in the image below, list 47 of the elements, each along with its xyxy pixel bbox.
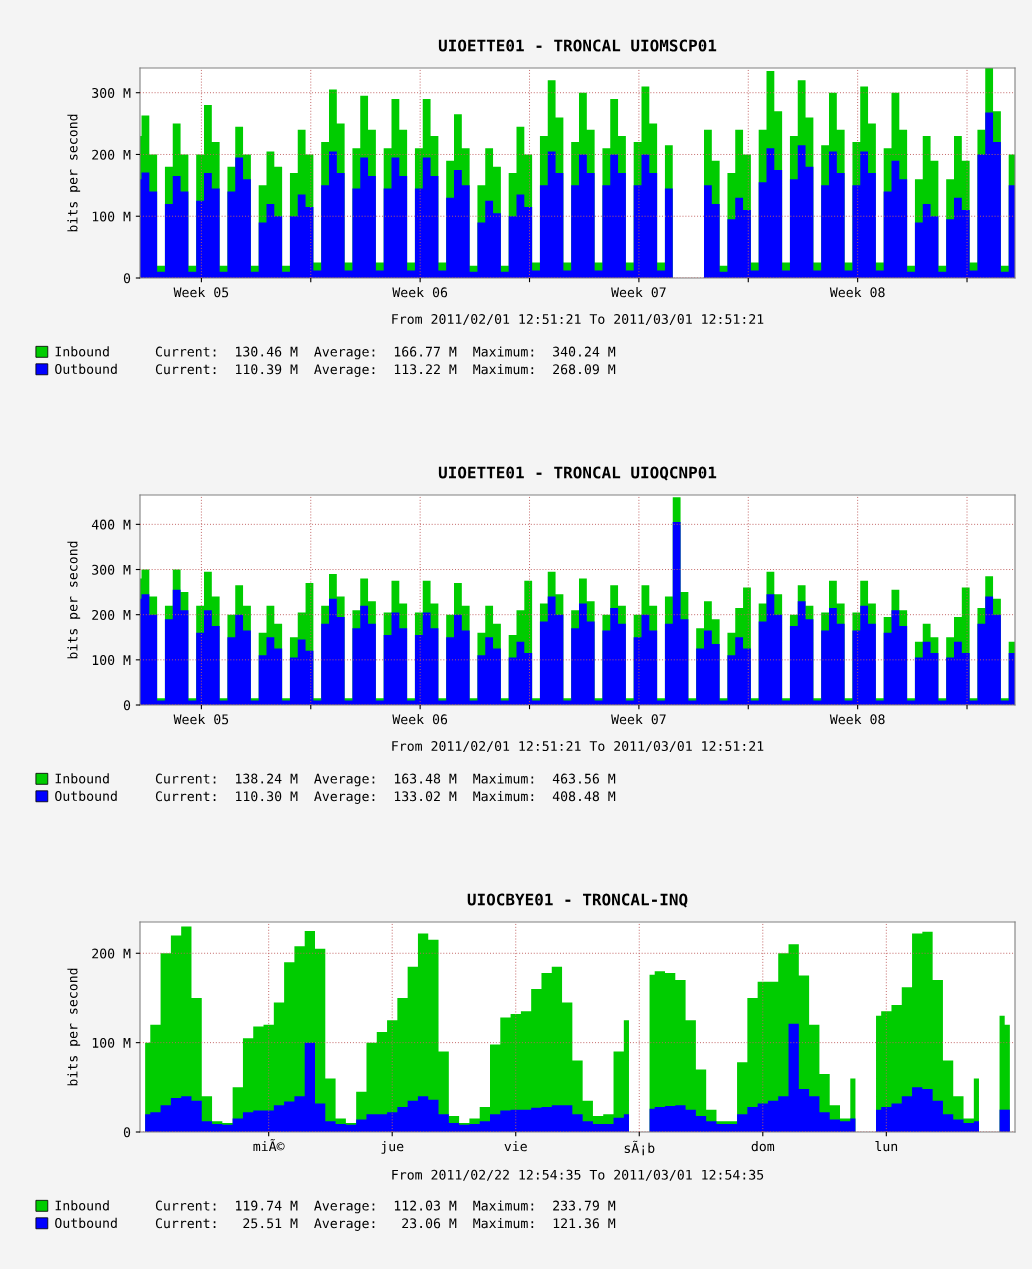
- x-tick-label: jue: [381, 1141, 404, 1154]
- x-tick-label: sÃ¡b: [624, 1140, 655, 1156]
- y-tick-label: 0: [123, 1127, 131, 1138]
- x-tick-label: Week 07: [611, 714, 666, 725]
- x-tick-label: Week 06: [392, 714, 448, 725]
- y-tick-label: 100 M: [92, 655, 131, 666]
- x-tick-label: miÃ©: [253, 1139, 285, 1152]
- x-tick-label: Week 06: [392, 287, 448, 298]
- y-tick-label: 300 M: [92, 564, 131, 575]
- y-axis-title: bits per second: [67, 541, 81, 659]
- chart-title: UIOETTE01 - TRONCAL UIOMSCP01: [438, 39, 717, 52]
- y-tick-label: 100 M: [92, 211, 131, 222]
- y-tick-label: 200 M: [92, 149, 131, 160]
- x-axis-title: From 2011/02/01 12:51:21 To 2011/03/01 12:51:21: [392, 741, 764, 753]
- y-axis-title: bits per second: [67, 114, 81, 232]
- legend-label: Outbound: [55, 363, 117, 375]
- text: Current: 110.39 M Average: 113.22 M Maximum: 268.09 M: [155, 364, 616, 377]
- x-tick-label: Week 08: [829, 287, 885, 298]
- text: Current: 130.46 M Average: 166.77 M Maximum: 340.24 M: [155, 346, 616, 360]
- x-tick-label: Week 07: [611, 287, 666, 298]
- x-tick-label: Week 05: [173, 714, 229, 725]
- x-axis-title: From 2011/02/22 12:54:35 To 2011/03/01 12:54:35: [392, 1169, 764, 1181]
- y-tick-label: 100 M: [92, 1037, 131, 1048]
- y-tick-label: 400 M: [91, 519, 131, 530]
- x-axis-title: From 2011/02/01 12:51:21 To 2011/03/01 12:51:21: [392, 314, 764, 326]
- text: Current: 138.24 M Average: 163.48 M Maximum: 463.56 M: [155, 773, 616, 787]
- x-tick-label: Week 08: [829, 714, 885, 725]
- legend-label: Inbound: [55, 346, 109, 357]
- text: Current: 110.30 M Average: 133.02 M Maximum: 408.48 M: [155, 791, 616, 804]
- x-tick-label: dom: [751, 1141, 775, 1152]
- text: Current: 25.51 M Average: 23.06 M Maximum: 121.36 M: [155, 1218, 616, 1231]
- x-tick-label: Week 05: [173, 287, 229, 298]
- legend-label: Outbound: [55, 790, 117, 802]
- legend-label: Inbound: [55, 773, 109, 784]
- y-tick-label: 0: [123, 700, 131, 711]
- chart-title: UIOCBYE01 - TRONCAL-INQ: [467, 893, 688, 908]
- legend-label: Inbound: [55, 1200, 109, 1211]
- x-tick-label: vie: [504, 1141, 527, 1152]
- y-tick-label: 200 M: [92, 948, 131, 959]
- y-axis-title: bits per second: [67, 968, 81, 1086]
- legend-label: Outbound: [55, 1217, 117, 1229]
- y-tick-label: 300 M: [92, 87, 131, 98]
- y-tick-label: 200 M: [92, 609, 131, 620]
- x-tick-label: lun: [875, 1141, 898, 1152]
- y-tick-label: 0: [123, 273, 131, 284]
- chart-title: UIOETTE01 - TRONCAL UIOQCNP01: [438, 466, 717, 481]
- text: Current: 119.74 M Average: 112.03 M Maximum: 233.79 M: [155, 1200, 616, 1214]
